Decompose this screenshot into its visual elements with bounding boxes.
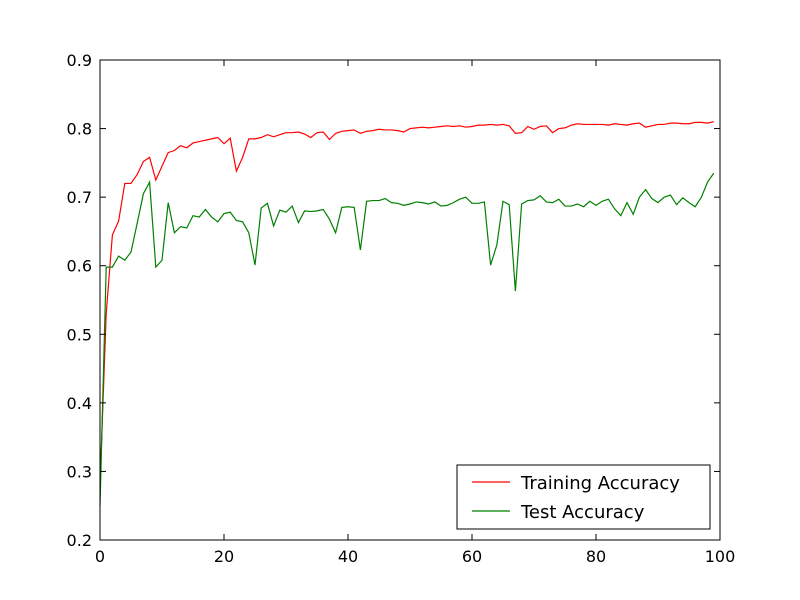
legend-box xyxy=(456,464,711,530)
series-layer xyxy=(99,121,715,506)
plot-area-frame xyxy=(99,59,721,541)
series-line-test-accuracy xyxy=(99,172,715,506)
y-tick-label: 0.9 xyxy=(67,51,92,70)
x-tick-label: 40 xyxy=(338,547,358,566)
legend-label-training: Training Accuracy xyxy=(520,473,680,494)
y-tick-label: 0.5 xyxy=(67,325,92,344)
x-tick-label: 100 xyxy=(705,547,736,566)
y-tick-label: 0.2 xyxy=(67,531,92,550)
y-tick-label: 0.6 xyxy=(67,257,92,276)
legend-label-test: Test Accuracy xyxy=(520,502,645,523)
y-tick-label: 0.8 xyxy=(67,120,92,139)
legend: Training Accuracy Test Accuracy xyxy=(456,464,711,530)
x-tick-label: 20 xyxy=(214,547,234,566)
series-line-training-accuracy xyxy=(99,121,714,486)
y-axis: 0.2 0.3 0.4 0.5 0.6 0.7 0.8 0.9 xyxy=(67,51,720,550)
y-tick-label: 0.4 xyxy=(67,394,92,413)
y-tick-label: 0.3 xyxy=(67,462,92,481)
x-tick-label: 80 xyxy=(586,547,606,566)
x-tick-label: 0 xyxy=(95,547,105,566)
x-tick-label: 60 xyxy=(462,547,482,566)
x-axis: 0 20 40 60 80 100 xyxy=(95,60,735,566)
y-tick-label: 0.7 xyxy=(67,188,92,207)
